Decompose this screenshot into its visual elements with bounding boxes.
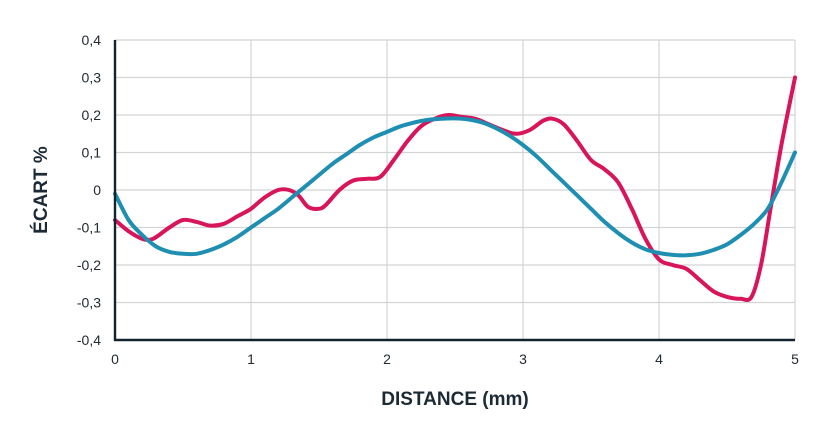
x-tick-label: 2 (383, 351, 391, 367)
y-tick-label: -0,2 (77, 257, 101, 273)
axes (113, 40, 795, 342)
y-tick-label: -0,1 (77, 220, 101, 236)
y-tick-label: -0,4 (77, 332, 101, 348)
tick-labels: 0 1 2 3 4 5 -0,4 -0,3 -0,2 -0,1 0 0,1 0,2 0,3 0,4 (77, 32, 799, 367)
x-tick-label: 3 (519, 351, 527, 367)
y-tick-label: 0 (93, 182, 101, 198)
y-tick-label: -0,3 (77, 295, 101, 311)
y-tick-label: 0,3 (82, 70, 102, 86)
grid (115, 39, 796, 340)
y-axis-title: ÉCART % (30, 146, 52, 234)
series-line-1 (113, 75, 797, 302)
x-tick-label: 0 (111, 351, 119, 367)
y-tick-label: 0,1 (82, 145, 102, 161)
x-tick-label: 1 (247, 351, 255, 367)
series-line-2 (113, 116, 797, 258)
x-tick-label: 5 (791, 351, 799, 367)
series-lines (113, 75, 797, 302)
y-tick-label: 0,2 (82, 107, 102, 123)
x-axis-title: DISTANCE (mm) (381, 389, 528, 410)
y-tick-label: 0,4 (82, 32, 102, 48)
x-tick-label: 4 (655, 351, 663, 367)
